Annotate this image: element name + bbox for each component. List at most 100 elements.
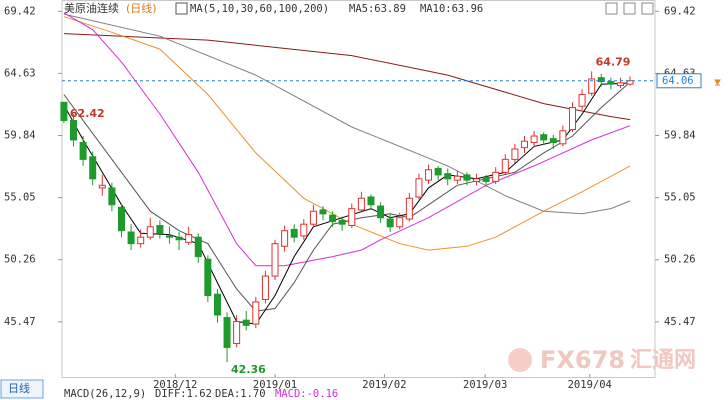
x-tick-label: 2019/02 bbox=[362, 379, 406, 391]
ma-legend: MA(5,10,30,60,100,200) bbox=[190, 3, 329, 15]
toolbar-button[interactable] bbox=[605, 2, 618, 15]
candle-body bbox=[117, 206, 125, 232]
candle-body bbox=[559, 130, 567, 145]
candle-body bbox=[98, 184, 106, 189]
candle-body bbox=[329, 214, 337, 223]
candle-body bbox=[607, 81, 615, 85]
candle-body bbox=[405, 197, 413, 220]
plot-frame bbox=[61, 0, 656, 378]
period-button-label: 日线 bbox=[8, 381, 30, 395]
candle-body bbox=[281, 230, 289, 247]
toolbar-button[interactable] bbox=[623, 2, 636, 15]
watermark-logo bbox=[508, 348, 532, 372]
candle-body bbox=[377, 205, 385, 219]
candle-body bbox=[185, 234, 193, 243]
candle-body bbox=[568, 106, 576, 131]
ma-readout: MA5:63.89 bbox=[349, 3, 406, 15]
macd-diff: DIFF:1.62 bbox=[155, 388, 212, 400]
candle-body bbox=[79, 142, 87, 160]
price-marker bbox=[714, 79, 721, 86]
candle-body bbox=[616, 82, 624, 86]
candle-body bbox=[434, 167, 442, 176]
ma-line bbox=[63, 82, 631, 325]
y-tick-label-right: 50.26 bbox=[664, 254, 696, 266]
candle-body bbox=[127, 231, 135, 245]
ma-line bbox=[63, 16, 631, 251]
candle-body bbox=[300, 223, 308, 237]
y-tick-label: 59.84 bbox=[4, 130, 36, 142]
candle-body bbox=[70, 119, 78, 141]
watermark: FX678 bbox=[540, 346, 625, 374]
candle-body bbox=[348, 208, 356, 227]
candle-body bbox=[540, 134, 548, 141]
candle-body bbox=[492, 171, 500, 182]
candle-body bbox=[242, 319, 250, 326]
candle-body bbox=[396, 217, 404, 228]
candle-body bbox=[415, 178, 423, 198]
period-button[interactable] bbox=[0, 379, 44, 399]
candle-body bbox=[137, 236, 145, 245]
last-price-label: 64.06 bbox=[662, 75, 694, 87]
candle-body bbox=[453, 175, 461, 181]
candle-body bbox=[89, 156, 97, 180]
y-tick-label: 64.63 bbox=[4, 67, 36, 79]
macd-value: MACD:-0.16 bbox=[275, 388, 338, 400]
candle-body bbox=[271, 243, 279, 277]
y-tick-label: 69.42 bbox=[4, 5, 36, 17]
last-price-box bbox=[656, 73, 702, 89]
toolbar-button[interactable] bbox=[641, 2, 654, 15]
candle-body bbox=[261, 275, 269, 300]
extreme-label: 62.42 bbox=[70, 107, 105, 120]
candle-body bbox=[146, 226, 154, 238]
extreme-label: 42.36 bbox=[231, 363, 266, 376]
candle-body bbox=[588, 78, 596, 94]
ma-line bbox=[63, 12, 631, 267]
extreme-label: 64.79 bbox=[596, 55, 631, 68]
candle-body bbox=[309, 210, 317, 225]
ma-line bbox=[63, 33, 631, 121]
candle-body bbox=[156, 225, 164, 234]
macd-label: MACD(26,12,9) bbox=[64, 388, 146, 400]
watermark: 汇通网 bbox=[630, 348, 696, 373]
candle-body bbox=[501, 158, 509, 173]
candle-body bbox=[597, 77, 605, 83]
candle-body bbox=[626, 80, 634, 85]
candle-body bbox=[290, 228, 298, 238]
y-tick-label: 45.47 bbox=[4, 316, 36, 328]
candle-body bbox=[252, 301, 260, 325]
x-tick-label: 2019/01 bbox=[253, 379, 297, 391]
x-tick-label: 2019/04 bbox=[568, 379, 612, 391]
candle-body bbox=[233, 320, 241, 345]
candle-body bbox=[444, 173, 452, 180]
candle-body bbox=[578, 94, 586, 107]
toolbar bbox=[605, 2, 654, 15]
x-tick-label: 2018/12 bbox=[153, 379, 197, 391]
ma-readout: MA10:63.96 bbox=[420, 3, 483, 15]
candle-body bbox=[482, 177, 490, 182]
candle-body bbox=[60, 101, 68, 121]
candle-body bbox=[425, 169, 433, 181]
x-tick-label: 2019/03 bbox=[463, 379, 507, 391]
y-tick-label-right: 59.84 bbox=[664, 130, 696, 142]
candle-body bbox=[386, 218, 394, 228]
y-tick-label-right: 69.42 bbox=[664, 5, 696, 17]
candle-body bbox=[108, 187, 116, 206]
ma-icon[interactable] bbox=[175, 2, 188, 15]
candle-body bbox=[213, 293, 221, 316]
y-tick-label-right: 55.05 bbox=[664, 192, 696, 204]
candle-body bbox=[357, 197, 365, 211]
candle-body bbox=[549, 138, 557, 144]
candle-body bbox=[175, 236, 183, 241]
candle-body bbox=[521, 140, 529, 149]
y-tick-label: 55.05 bbox=[4, 192, 36, 204]
period-label: (日线) bbox=[126, 1, 157, 15]
candle-body bbox=[165, 235, 173, 238]
y-tick-label-right: 45.47 bbox=[664, 316, 696, 328]
y-tick-label: 50.26 bbox=[4, 254, 36, 266]
candle-body bbox=[223, 317, 231, 348]
candle-body bbox=[530, 135, 538, 144]
candle-body bbox=[194, 236, 202, 258]
chart-title: 美原油连续 bbox=[64, 1, 119, 15]
candle-body bbox=[367, 196, 375, 206]
